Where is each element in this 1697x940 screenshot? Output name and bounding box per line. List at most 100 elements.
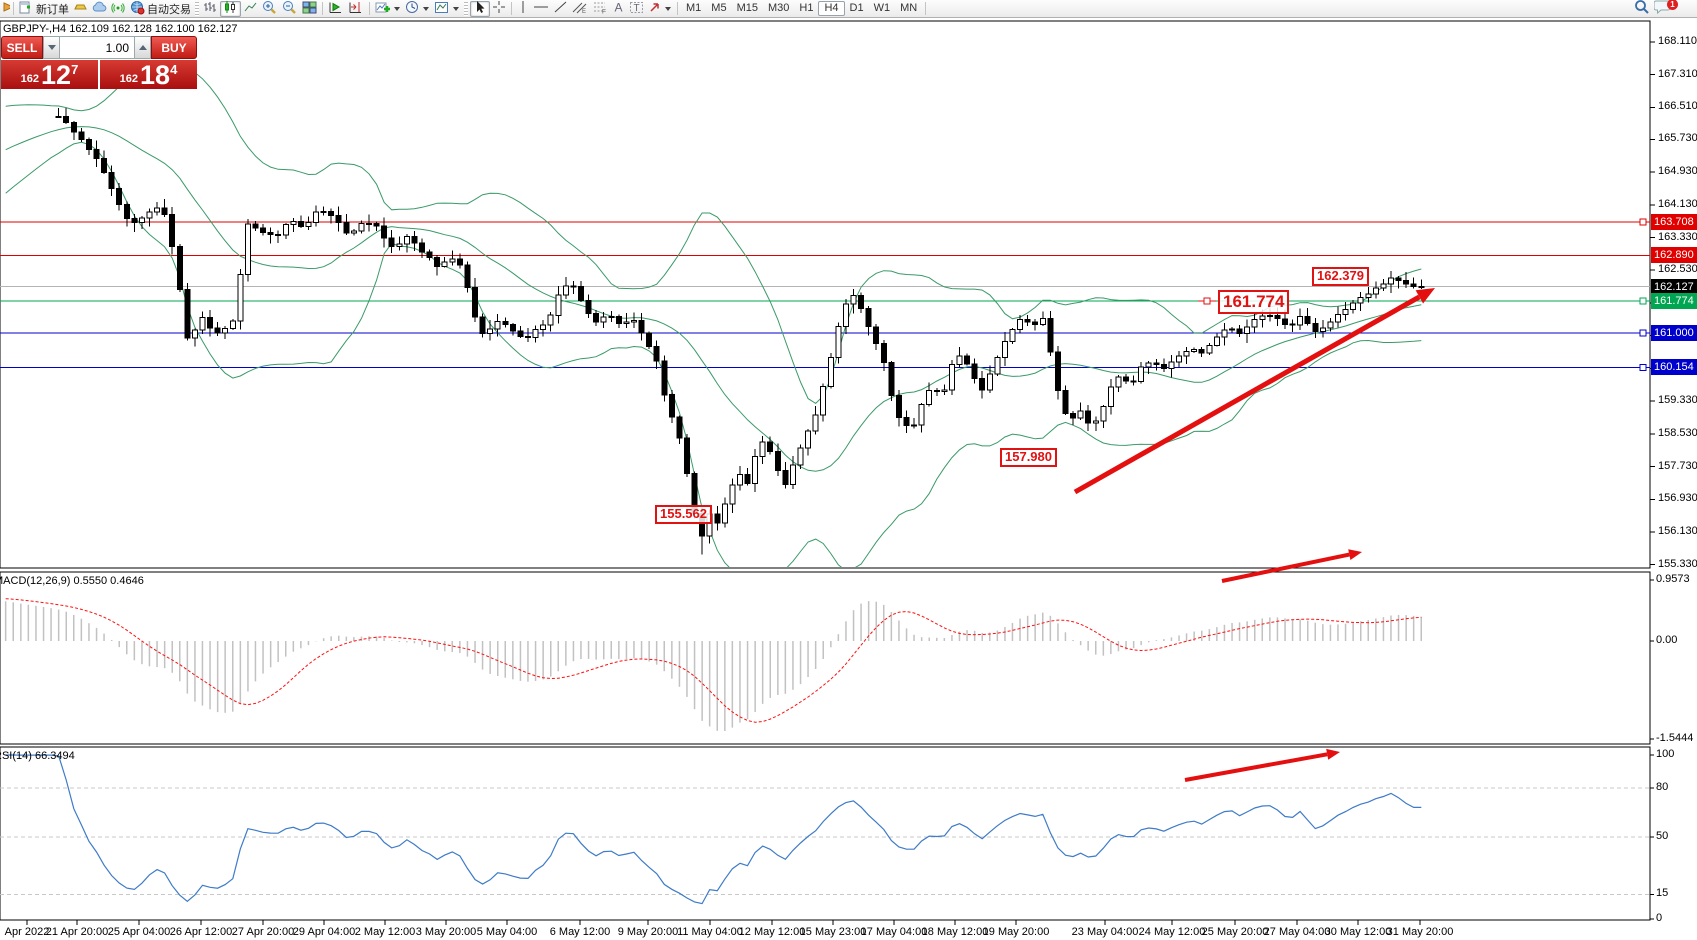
volume-increase-button[interactable] [134, 36, 151, 59]
axis-price-box-163.708: 163.708 [1651, 214, 1697, 230]
bid-price-panel[interactable]: 162 12 7 [1, 60, 98, 89]
axis-price-box-162.127: 162.127 [1651, 279, 1697, 295]
svg-text:F: F [602, 9, 606, 15]
candlesticks[interactable] [55, 107, 1425, 555]
sell-button[interactable]: SELL [1, 36, 43, 59]
x-tick-label: 5 May 04:00 [476, 926, 538, 938]
timeframe-mn[interactable]: MN [900, 2, 918, 14]
y-tick-label: 168.110 [1658, 35, 1697, 47]
x-tick-label: 3 May 20:00 [415, 926, 477, 938]
cloud-icon [92, 0, 107, 18]
arrows-tool-button[interactable] [646, 1, 674, 17]
candlestick-chart-type-button[interactable] [220, 0, 241, 17]
timeframe-m15[interactable]: M15 [736, 2, 758, 14]
rsi-line [5, 754, 1422, 905]
crosshair-tool-button[interactable] [490, 1, 508, 17]
horizontal-price-lines[interactable] [0, 218, 1650, 371]
clipped-icon[interactable] [2, 0, 10, 18]
timeframe-m5[interactable]: M5 [711, 2, 727, 14]
cursor-tool-button[interactable] [470, 0, 490, 17]
rsi-scale-label: 100 [1656, 748, 1675, 760]
timeframe-w1[interactable]: W1 [873, 2, 891, 14]
templates-button[interactable] [432, 1, 462, 17]
gold-icon [73, 0, 88, 18]
auto-trading-label: 自动交易 [147, 3, 191, 16]
chart-shift-button[interactable] [346, 1, 366, 17]
x-tick-label: 2 May 12:00 [354, 926, 416, 938]
trend-arrow[interactable] [1184, 748, 1340, 782]
trend-arrow[interactable] [1073, 288, 1435, 495]
channel-tool-button[interactable]: E [570, 1, 590, 17]
y-tick-label: 157.730 [1658, 459, 1697, 472]
volume-input[interactable] [60, 36, 134, 59]
x-tick-label: 6 May 12:00 [549, 926, 611, 938]
price-annotation-155.562[interactable]: 155.562 [655, 505, 712, 524]
cloud-button[interactable] [90, 1, 109, 17]
indicators-add-icon [375, 0, 391, 18]
x-tick-label: 29 Apr 04:00 [292, 926, 356, 938]
equidistant-channel-icon: E [572, 0, 588, 17]
chart-shift-icon [348, 0, 364, 18]
rsi-scale-label: 50 [1656, 830, 1669, 842]
text-label-tool-button[interactable]: T [627, 1, 646, 17]
timeframe-m1[interactable]: M1 [686, 2, 702, 14]
ask-big-digits: 18 [140, 60, 171, 90]
line-chart-type-button[interactable] [241, 1, 260, 17]
y-tick-label: 164.930 [1658, 165, 1697, 178]
periods-button[interactable] [403, 0, 432, 17]
trend-arrow[interactable] [1221, 549, 1362, 583]
y-tick-label: 158.530 [1658, 426, 1697, 439]
zoom-in-button[interactable] [260, 0, 280, 18]
volume-decrease-button[interactable] [43, 36, 60, 59]
indicators-dropdown-caret [394, 6, 400, 11]
fibonacci-tool-button[interactable]: F [590, 1, 610, 17]
crosshair-icon [492, 0, 506, 17]
text-tool-button[interactable]: A [610, 1, 627, 17]
timeframe-h1[interactable]: H1 [799, 2, 814, 14]
trendline-tool-button[interactable] [551, 1, 570, 17]
x-tick-label: 25 May 20:00 [1201, 926, 1269, 938]
bar-chart-type-button[interactable] [201, 1, 220, 17]
search-button[interactable] [1632, 0, 1652, 17]
bollinger-bands [5, 71, 1422, 567]
x-tick-label: 27 Apr 20:00 [231, 926, 295, 938]
timeframe-m30[interactable]: M30 [767, 2, 790, 14]
x-tick-label: Apr 2022 [4, 926, 50, 938]
new-order-button[interactable]: 新订单 [17, 1, 71, 17]
x-tick-label: 15 May 23:00 [799, 926, 867, 938]
fibonacci-icon: F [592, 0, 608, 17]
axis-price-box-162.890: 162.890 [1651, 247, 1697, 263]
y-tick-label: 163.330 [1658, 230, 1697, 243]
price-annotation-161.774[interactable]: 161.774 [1218, 290, 1290, 314]
auto-scroll-button[interactable] [326, 1, 346, 17]
timeframe-h4[interactable]: H4 [818, 1, 845, 16]
vertical-line-tool-button[interactable] [515, 1, 531, 17]
text-label-icon: T [629, 0, 644, 17]
bar-chart-icon [203, 0, 218, 18]
indicators-button[interactable] [373, 1, 403, 17]
buy-button[interactable]: BUY [151, 36, 197, 59]
up-triangle-icon [138, 45, 147, 50]
rsi-scale-label: 80 [1656, 780, 1669, 793]
zoom-in-icon [262, 0, 278, 18]
timeframe-d1[interactable]: D1 [849, 2, 864, 14]
zoom-out-button[interactable] [280, 0, 300, 17]
tile-windows-button[interactable] [300, 1, 319, 17]
deposit-button[interactable] [71, 1, 90, 17]
ask-price-panel[interactable]: 162 18 4 [100, 60, 197, 89]
auto-trading-icon [130, 0, 145, 18]
y-tick-label: 166.510 [1658, 100, 1697, 113]
price-annotation-162.379[interactable]: 162.379 [1312, 267, 1369, 286]
axis-price-box-160.154: 160.154 [1651, 359, 1697, 375]
auto-trading-button[interactable]: 自动交易 [128, 0, 193, 18]
price-annotation-157.980[interactable]: 157.980 [1000, 448, 1057, 467]
signal-button[interactable] [109, 1, 128, 17]
arrow-object-icon [648, 0, 662, 17]
horizontal-line-tool-button[interactable] [531, 1, 551, 17]
chat-button[interactable]: 1 [1652, 0, 1689, 17]
horizontal-line-icon [533, 0, 549, 17]
periods-dropdown-caret [423, 6, 429, 11]
auto-scroll-icon [328, 0, 344, 18]
